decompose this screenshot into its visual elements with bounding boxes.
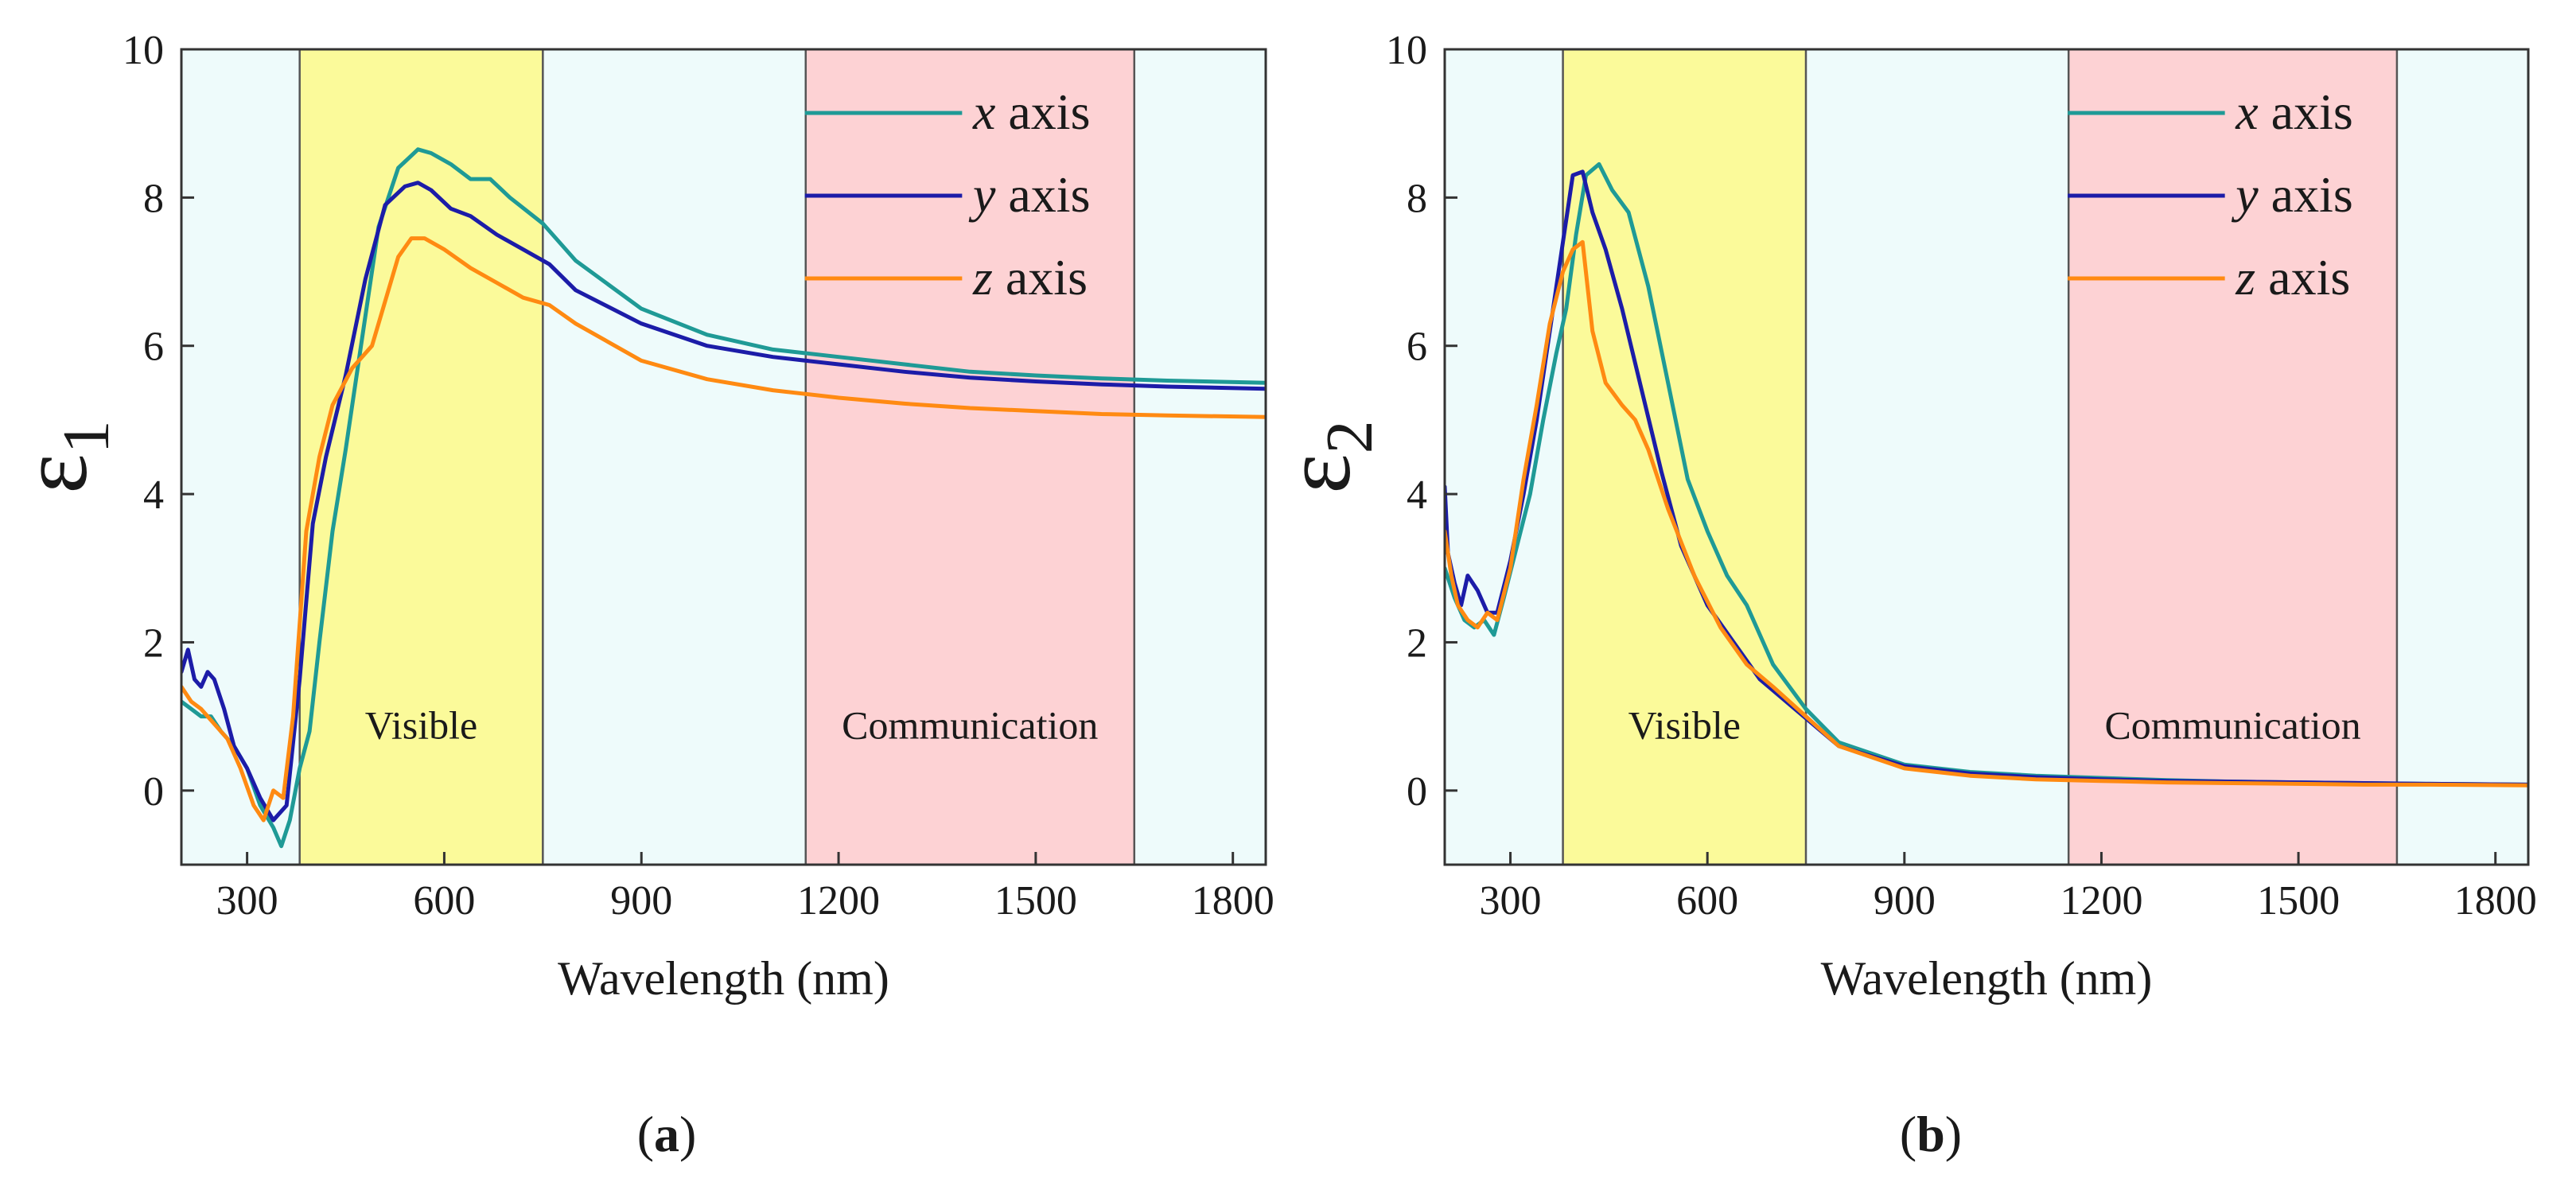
series-group — [181, 147, 1266, 849]
chart-panel-b: Visible Communication 300 600 900 1200 1500 180… — [1264, 28, 2537, 1162]
legend-suffix: axis — [2259, 84, 2353, 140]
legend-variable: x — [2235, 84, 2258, 140]
series-group — [1445, 161, 2528, 788]
legend-variable: y — [968, 166, 996, 223]
region-band-3 — [2068, 49, 2397, 865]
y-tick-label: 6 — [143, 325, 164, 370]
y-axis-symbol: ε — [1264, 453, 1370, 493]
region-label-visible: Visible — [365, 703, 477, 748]
legend-label-x: x axis — [2235, 84, 2353, 140]
x-tick-label: 600 — [413, 878, 475, 924]
y-tick-label: 0 — [143, 769, 164, 815]
region-band-4 — [2396, 49, 2528, 865]
x-tick-label: 900 — [1874, 878, 1936, 924]
y-tick-label: 8 — [143, 176, 164, 221]
y-axis-symbol: ε — [1, 453, 107, 493]
panel-letter: a — [654, 1106, 679, 1162]
legend-label-z: z axis — [972, 249, 1088, 305]
y-tick-label: 10 — [1386, 28, 1427, 73]
region-label-visible: Visible — [1628, 703, 1741, 748]
y-tick-label: 6 — [1407, 325, 1427, 370]
y-axis-subscript: 2 — [1313, 420, 1387, 453]
series-line-y-axis — [181, 181, 1266, 823]
x-axis-title: Wavelength (nm) — [1821, 952, 2153, 1005]
y-tick-label: 2 — [1407, 620, 1427, 666]
panel-label: (a) — [637, 1106, 697, 1162]
region-band-2 — [543, 49, 806, 865]
x-tick-label: 300 — [1480, 878, 1542, 924]
legend-variable: z — [2235, 249, 2255, 305]
y-axis-title: ε2 — [1264, 420, 1387, 493]
y-axis-title: ε1 — [1, 420, 123, 493]
legend-label-x: x axis — [972, 84, 1091, 140]
legend-suffix: axis — [993, 249, 1088, 305]
x-tick-label: 1800 — [2454, 878, 2537, 924]
region-label-communication: Communication — [842, 703, 1098, 748]
x-tick-label: 1500 — [2257, 878, 2340, 924]
y-tick-label: 4 — [1407, 473, 1427, 518]
region-band-3 — [805, 49, 1134, 865]
legend-label-y: y axis — [2231, 166, 2353, 223]
y-tick-label: 4 — [143, 473, 164, 518]
x-tick-label: 1800 — [1192, 878, 1274, 924]
legend-suffix: axis — [995, 166, 1090, 223]
y-tick-label: 0 — [1407, 769, 1427, 815]
x-tick-label: 1500 — [994, 878, 1077, 924]
legend-suffix: axis — [995, 84, 1090, 140]
x-axis-title: Wavelength (nm) — [558, 952, 889, 1005]
legend-variable: x — [972, 84, 995, 140]
legend-suffix: axis — [2255, 249, 2350, 305]
x-tick-label: 300 — [216, 878, 278, 924]
y-tick-label: 10 — [123, 28, 164, 73]
y-axis-subscript: 1 — [49, 420, 123, 453]
region-band-2 — [1806, 49, 2069, 865]
y-tick-label: 8 — [1407, 176, 1427, 221]
region-label-communication: Communication — [2104, 703, 2360, 748]
series-line-z-axis — [181, 236, 1266, 823]
series-line-z-axis — [1445, 239, 2528, 788]
legend-label-z: z axis — [2235, 249, 2350, 305]
legend-variable: y — [2231, 166, 2259, 223]
plot-frame — [180, 48, 1267, 866]
x-tick-label: 1200 — [2060, 878, 2142, 924]
region-band-0 — [181, 49, 300, 865]
region-band-0 — [1445, 49, 1563, 865]
region-band-4 — [1134, 49, 1266, 865]
legend-label-y: y axis — [968, 166, 1091, 223]
legend-suffix: axis — [2259, 166, 2353, 223]
plot-frame — [1443, 48, 2530, 866]
x-tick-label: 600 — [1676, 878, 1738, 924]
x-tick-label: 900 — [610, 878, 672, 924]
panel-label: (b) — [1900, 1106, 1962, 1162]
legend-variable: z — [972, 249, 993, 305]
x-tick-label: 1200 — [797, 878, 880, 924]
y-tick-label: 2 — [143, 620, 164, 666]
panel-letter: b — [1916, 1106, 1945, 1162]
